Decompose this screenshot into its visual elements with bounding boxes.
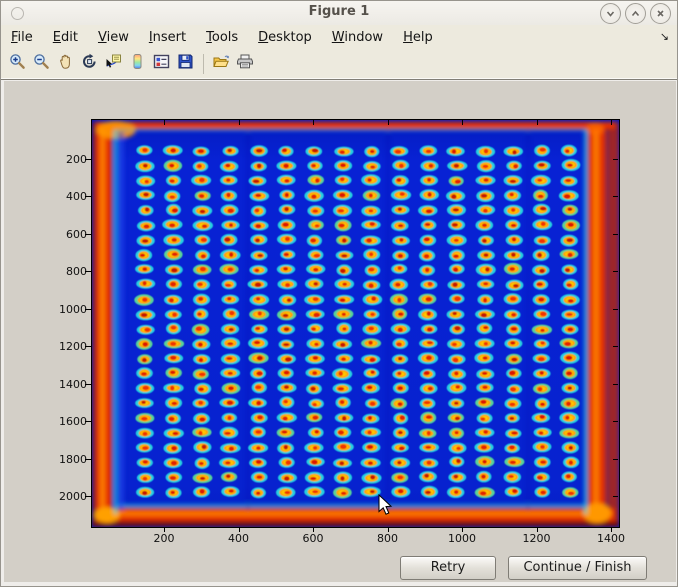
y-tick-mark: [85, 158, 91, 160]
x-tick-mark-top: [238, 120, 240, 125]
x-tick-label: 200: [153, 532, 175, 545]
menu-file[interactable]: File: [11, 30, 33, 45]
menu-edit[interactable]: Edit: [52, 30, 78, 45]
y-tick-label: 1400: [59, 377, 87, 391]
y-tick-label: 1600: [59, 415, 87, 428]
y-tick-mark-right: [613, 308, 618, 310]
data-cursor-icon: [105, 53, 122, 74]
y-tick-mark-right: [613, 458, 618, 460]
menu-overflow-arrow-icon[interactable]: ↘: [659, 30, 669, 43]
y-tick-mark-right: [613, 271, 618, 272]
x-tick-mark: [313, 527, 314, 532]
open-folder-button[interactable]: [209, 52, 232, 76]
figure-toolbar: [1, 49, 677, 79]
microarray-image: [92, 120, 619, 527]
titlebar: Figure 1: [1, 1, 677, 26]
open-folder-icon: [212, 53, 230, 74]
x-tick-mark-top: [387, 120, 389, 125]
window-menu-icon[interactable]: [11, 7, 24, 20]
y-tick-mark-right: [613, 233, 618, 235]
x-tick-mark: [387, 527, 389, 532]
pan-icon: [57, 53, 74, 74]
y-tick-mark-right: [613, 383, 618, 385]
y-tick-label: 1200: [59, 340, 87, 353]
zoom-out-button[interactable]: [30, 52, 53, 76]
y-tick-mark: [85, 196, 91, 197]
y-tick-mark: [85, 271, 91, 272]
close-icon: [657, 10, 664, 17]
rotate-3d-button[interactable]: [78, 52, 101, 76]
y-tick-label: 2000: [59, 490, 87, 503]
continue-finish-button[interactable]: Continue / Finish: [508, 556, 647, 580]
x-tick-mark-top: [611, 120, 612, 125]
save-icon: [177, 53, 194, 74]
zoom-out-icon: [33, 53, 50, 74]
y-tick-mark: [85, 458, 91, 460]
y-tick-mark-right: [613, 346, 618, 347]
y-tick-mark-right: [613, 158, 618, 160]
figure-canvas: 200 400 600 800 1000 1200 1400 200 400 600 800 1000…: [4, 81, 676, 582]
x-tick-label: 1000: [448, 532, 476, 545]
y-tick-mark: [85, 308, 91, 310]
menu-window[interactable]: Window: [331, 30, 384, 45]
y-tick-mark: [85, 383, 91, 385]
y-tick-label: 1000: [59, 302, 87, 316]
x-tick-mark: [611, 527, 612, 532]
y-tick-label: 600: [66, 227, 87, 241]
x-tick-mark-top: [536, 120, 538, 125]
insert-legend-button[interactable]: [150, 52, 173, 76]
menu-help[interactable]: Help: [403, 30, 433, 45]
y-tick-mark-right: [613, 421, 618, 422]
canvas-frame: 200 400 600 800 1000 1200 1400 200 400 600 800 1000…: [1, 79, 677, 586]
window-title: Figure 1: [308, 4, 370, 19]
x-tick-mark-top: [164, 120, 165, 125]
shade-button[interactable]: [600, 3, 621, 24]
x-tick-mark-top: [462, 120, 463, 125]
zoom-in-button[interactable]: [6, 52, 29, 76]
x-tick-mark: [238, 527, 240, 532]
insert-legend-icon: [153, 53, 170, 74]
x-tick-label: 400: [228, 532, 249, 545]
x-tick-label: 800: [377, 532, 398, 545]
save-button[interactable]: [174, 52, 197, 76]
y-tick-label: 200: [66, 152, 87, 166]
x-tick-mark: [164, 527, 165, 532]
insert-colorbar-button[interactable]: [126, 52, 149, 76]
zoom-in-icon: [9, 53, 26, 74]
pan-button[interactable]: [54, 52, 77, 76]
plot-axes[interactable]: [91, 119, 620, 528]
y-tick-mark: [85, 496, 91, 497]
y-tick-mark-right: [613, 496, 618, 497]
y-tick-label: 800: [66, 265, 87, 278]
chevron-down-icon: [606, 11, 615, 17]
y-tick-label: 1800: [59, 452, 87, 466]
data-cursor-button[interactable]: [102, 52, 125, 76]
chevron-up-icon: [631, 10, 640, 17]
menu-view[interactable]: View: [97, 30, 129, 45]
menubar: File Edit View Insert Tools Desktop Window Help…: [1, 25, 677, 50]
menu-desktop[interactable]: Desktop: [258, 30, 312, 45]
close-button[interactable]: [650, 3, 671, 24]
x-tick-label: 600: [302, 532, 324, 545]
menu-insert[interactable]: Insert: [148, 30, 187, 45]
x-tick-mark: [462, 527, 463, 532]
x-tick-mark-top: [313, 120, 314, 125]
menu-tools[interactable]: Tools: [206, 30, 239, 45]
retry-button[interactable]: Retry: [400, 556, 496, 580]
x-tick-mark: [536, 527, 538, 532]
y-tick-mark: [85, 233, 91, 235]
insert-colorbar-icon: [129, 53, 146, 74]
rotate-3d-icon: [81, 53, 98, 74]
x-tick-label: 1200: [522, 532, 551, 545]
x-tick-label: 1400: [597, 532, 625, 545]
y-tick-mark-right: [613, 196, 618, 197]
print-button[interactable]: [233, 52, 256, 76]
y-tick-mark: [85, 346, 91, 347]
maximize-button[interactable]: [625, 3, 646, 24]
toolbar-separator: [203, 53, 204, 74]
y-tick-mark: [85, 421, 91, 422]
print-icon: [236, 53, 254, 74]
y-tick-label: 400: [66, 190, 87, 203]
